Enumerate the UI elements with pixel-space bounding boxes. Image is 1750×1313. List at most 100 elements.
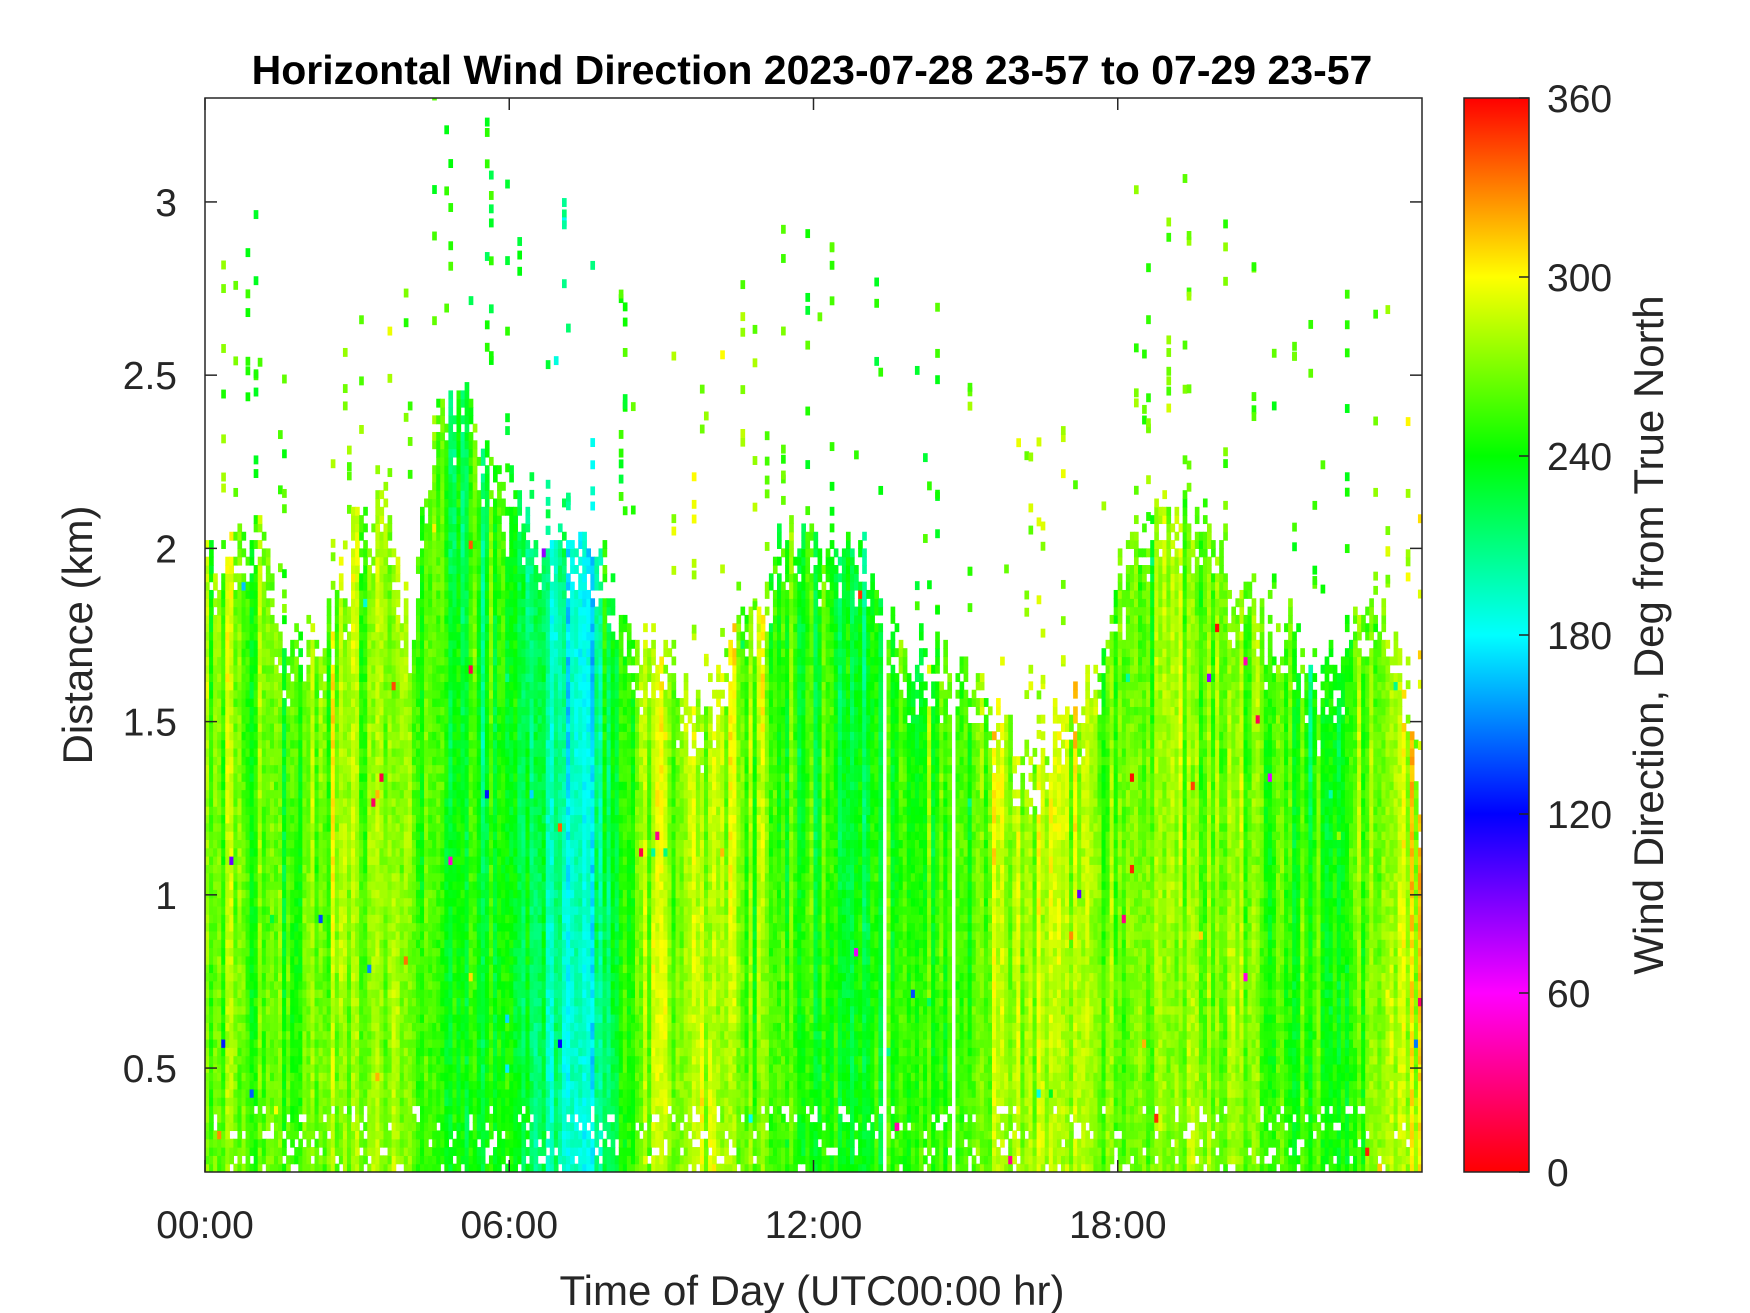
heatmap-cell bbox=[241, 731, 247, 741]
heatmap-cell bbox=[367, 797, 372, 807]
heatmap-cell bbox=[217, 606, 222, 616]
heatmap-cell bbox=[468, 481, 474, 491]
heatmap-cell bbox=[221, 972, 226, 982]
heatmap-cell bbox=[334, 598, 340, 608]
heatmap-cell bbox=[326, 864, 332, 874]
heatmap-cell bbox=[205, 1097, 210, 1107]
heatmap-cell bbox=[261, 747, 267, 757]
heatmap-cell bbox=[221, 947, 226, 957]
heatmap-cell bbox=[448, 498, 454, 508]
heatmap-cell bbox=[371, 1030, 376, 1040]
heatmap-cell bbox=[464, 498, 470, 508]
heatmap-cell bbox=[395, 905, 401, 915]
heatmap-cell bbox=[245, 723, 251, 732]
heatmap-cell bbox=[355, 1063, 360, 1073]
heatmap-cell bbox=[209, 905, 214, 915]
heatmap-cell bbox=[387, 548, 393, 558]
heatmap-cell bbox=[233, 598, 239, 608]
heatmap-cell bbox=[436, 689, 441, 699]
heatmap-cell bbox=[253, 1063, 259, 1073]
heatmap-cell bbox=[387, 764, 393, 774]
heatmap-cell bbox=[460, 440, 466, 450]
heatmap-cell bbox=[245, 714, 251, 724]
heatmap-cell bbox=[460, 639, 466, 649]
heatmap-cell bbox=[310, 706, 316, 716]
heatmap-cell bbox=[464, 598, 470, 608]
heatmap-cell bbox=[436, 573, 441, 583]
heatmap-cell bbox=[213, 573, 218, 583]
heatmap-cell bbox=[342, 797, 348, 807]
heatmap-cell bbox=[330, 847, 336, 857]
heatmap-cell bbox=[428, 523, 433, 533]
heatmap-cell bbox=[456, 481, 462, 491]
heatmap-cell bbox=[338, 772, 344, 782]
heatmap-cell bbox=[241, 822, 247, 832]
heatmap-cell bbox=[383, 531, 389, 541]
heatmap-cell bbox=[241, 930, 247, 940]
heatmap-cell bbox=[436, 548, 441, 558]
heatmap-cell bbox=[403, 814, 409, 824]
heatmap-cell bbox=[448, 664, 454, 674]
heatmap-cell bbox=[229, 1105, 234, 1115]
heatmap-cell bbox=[448, 939, 454, 949]
heatmap-cell bbox=[359, 623, 364, 633]
heatmap-cell bbox=[269, 673, 275, 683]
heatmap-cell bbox=[363, 922, 368, 932]
heatmap-cell bbox=[269, 1014, 275, 1023]
heatmap-cell bbox=[273, 1005, 279, 1015]
heatmap-cell bbox=[411, 1038, 417, 1048]
heatmap-cell bbox=[205, 822, 210, 832]
heatmap-cell bbox=[217, 631, 222, 641]
heatmap-cell bbox=[460, 606, 466, 616]
heatmap-cell bbox=[346, 656, 352, 666]
heatmap-cell bbox=[355, 581, 360, 591]
heatmap-cell bbox=[359, 714, 364, 724]
heatmap-cell bbox=[233, 814, 239, 824]
heatmap-cell bbox=[432, 764, 437, 774]
heatmap-cell bbox=[241, 1122, 247, 1132]
heatmap-cell bbox=[375, 1088, 381, 1098]
heatmap-cell bbox=[424, 1014, 429, 1023]
heatmap-cell bbox=[346, 731, 352, 741]
heatmap-cell bbox=[351, 781, 356, 791]
heatmap-cell bbox=[217, 980, 222, 990]
heatmap-cell bbox=[249, 573, 255, 583]
heatmap-cell bbox=[403, 656, 409, 666]
heatmap-cell bbox=[257, 980, 263, 990]
heatmap-cell bbox=[363, 980, 368, 990]
heatmap-cell bbox=[306, 1155, 312, 1165]
heatmap-cell bbox=[326, 989, 332, 998]
heatmap-cell bbox=[282, 673, 287, 683]
heatmap-cell bbox=[355, 1047, 360, 1057]
heatmap-cell bbox=[448, 723, 454, 732]
heatmap-cell bbox=[221, 739, 226, 749]
heatmap-cell bbox=[241, 631, 247, 641]
heatmap-cell bbox=[420, 606, 425, 616]
heatmap-cell bbox=[221, 1005, 226, 1015]
heatmap-cell bbox=[359, 1030, 364, 1040]
heatmap-cell bbox=[452, 548, 458, 558]
heatmap-cell bbox=[338, 706, 344, 716]
heatmap-cell bbox=[310, 856, 316, 865]
heatmap-cell bbox=[472, 889, 478, 899]
heatmap-cell bbox=[265, 831, 271, 840]
heatmap-cell bbox=[257, 1130, 263, 1140]
heatmap-cell bbox=[302, 1105, 308, 1115]
heatmap-cell bbox=[306, 1030, 312, 1040]
heatmap-cell bbox=[440, 997, 445, 1007]
heatmap-cell bbox=[302, 822, 308, 832]
heatmap-cell bbox=[359, 631, 364, 641]
heatmap-cell bbox=[375, 573, 381, 583]
heatmap-cell bbox=[424, 1030, 429, 1040]
heatmap-cell bbox=[359, 989, 364, 998]
heatmap-cell bbox=[237, 797, 243, 807]
heatmap-cell bbox=[407, 980, 413, 990]
heatmap-cell bbox=[387, 880, 393, 890]
heatmap-cell bbox=[468, 872, 474, 882]
heatmap-cell bbox=[415, 747, 421, 757]
heatmap-cell bbox=[282, 930, 287, 940]
heatmap-cell bbox=[278, 639, 283, 649]
heatmap-cell bbox=[444, 606, 449, 616]
heatmap-cell bbox=[355, 1155, 360, 1165]
heatmap-cell bbox=[326, 606, 332, 616]
